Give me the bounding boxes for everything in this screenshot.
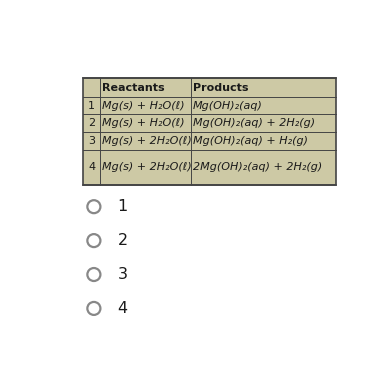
Text: 2: 2 bbox=[88, 118, 95, 128]
Text: Mg(s) + 2H₂O(ℓ): Mg(s) + 2H₂O(ℓ) bbox=[102, 136, 192, 146]
Bar bbox=[83, 79, 336, 185]
Text: Mg(OH)₂(aq) + 2H₂(g): Mg(OH)₂(aq) + 2H₂(g) bbox=[193, 118, 315, 128]
Text: 4: 4 bbox=[88, 162, 95, 172]
Text: Mg(s) + H₂O(ℓ): Mg(s) + H₂O(ℓ) bbox=[102, 118, 185, 128]
Text: 2Mg(OH)₂(aq) + 2H₂(g): 2Mg(OH)₂(aq) + 2H₂(g) bbox=[193, 162, 322, 172]
Text: Mg(s) + 2H₂O(ℓ): Mg(s) + 2H₂O(ℓ) bbox=[102, 162, 192, 172]
Text: Products: Products bbox=[193, 83, 248, 93]
Text: 4: 4 bbox=[118, 301, 128, 316]
Bar bbox=[83, 79, 336, 185]
Text: 2: 2 bbox=[118, 233, 128, 248]
Text: 3: 3 bbox=[118, 267, 128, 282]
Text: Reactants: Reactants bbox=[102, 83, 165, 93]
Text: Mg(OH)₂(aq) + H₂(g): Mg(OH)₂(aq) + H₂(g) bbox=[193, 136, 308, 146]
Text: 1: 1 bbox=[88, 101, 95, 111]
Text: Mg(s) + H₂O(ℓ): Mg(s) + H₂O(ℓ) bbox=[102, 101, 185, 111]
Text: 3: 3 bbox=[88, 136, 95, 146]
Text: Mg(OH)₂(aq): Mg(OH)₂(aq) bbox=[193, 101, 263, 111]
Text: 1: 1 bbox=[118, 199, 128, 214]
